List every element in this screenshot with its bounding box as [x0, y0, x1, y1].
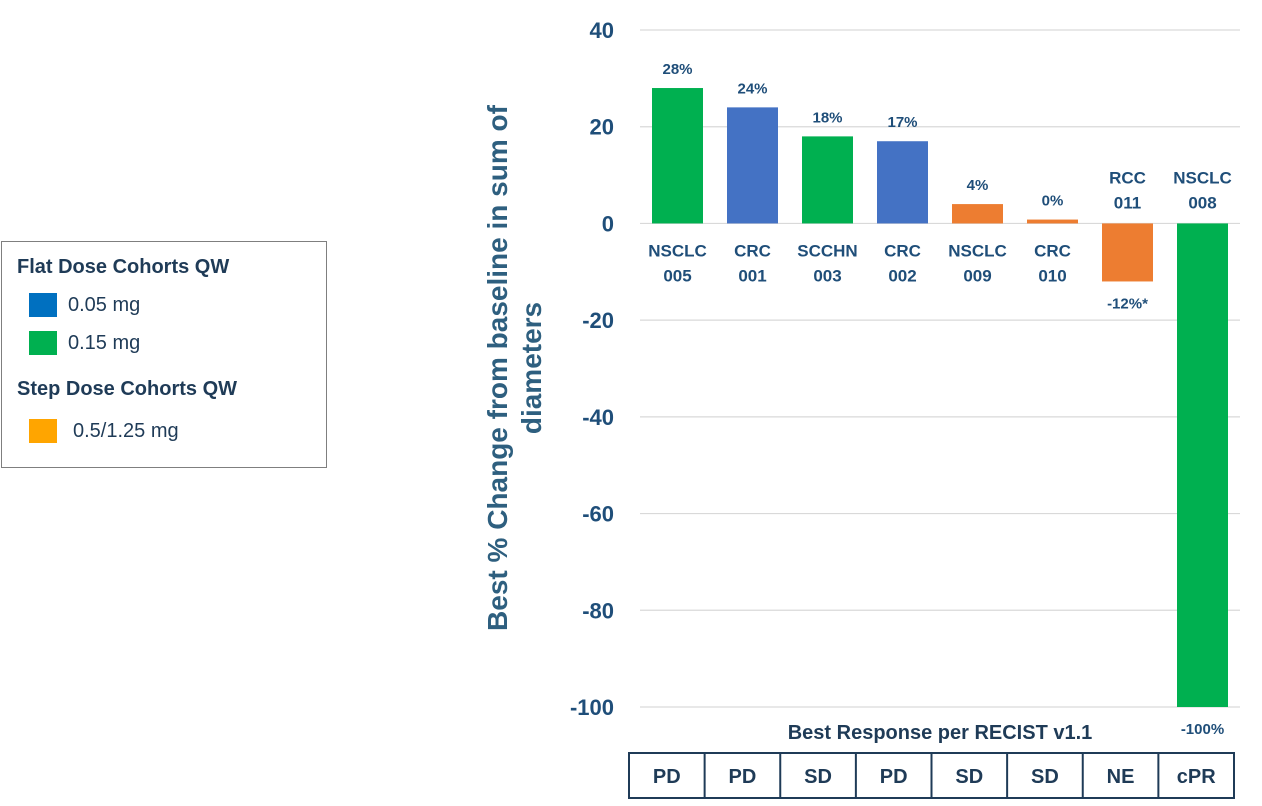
- response-cell: cPR: [1177, 766, 1216, 788]
- legend-swatch-015: [29, 331, 57, 355]
- response-cell: SD: [804, 766, 832, 788]
- bar: [952, 204, 1003, 224]
- data-label: 28%: [662, 61, 692, 78]
- legend: Flat Dose Cohorts QW 0.05 mg 0.15 mg Ste…: [1, 241, 327, 468]
- category-label: CRC: [1034, 241, 1071, 260]
- legend-swatch-005: [29, 293, 57, 317]
- y-tick-label: 20: [590, 115, 614, 140]
- y-tick-label: -100: [570, 695, 614, 720]
- data-label: 18%: [812, 109, 842, 126]
- y-axis-title: Best % Change from baseline in sum of di…: [482, 105, 547, 631]
- response-table: PD PD SD PD SD SD NE cPR: [628, 752, 1235, 799]
- y-tick-label: 0: [602, 211, 614, 236]
- category-label: 009: [963, 266, 991, 285]
- y-axis-ticks: 40 20 0 -20 -40 -60 -80 -100: [570, 18, 614, 720]
- value-labels: 28% 24% 18% 17% 4% 0% -12%* -100%: [662, 61, 1224, 738]
- category-label: 005: [663, 266, 691, 285]
- category-label: 011: [1114, 193, 1141, 212]
- response-cell: PD: [653, 766, 681, 788]
- bar: [802, 136, 853, 224]
- bar: [652, 88, 703, 224]
- data-label: 0%: [1042, 193, 1064, 210]
- data-label: 24%: [737, 80, 767, 97]
- legend-label-step: 0.5/1.25 mg: [73, 419, 179, 442]
- category-label: CRC: [884, 241, 921, 260]
- legend-swatch-step: [29, 419, 57, 443]
- category-label: NSCLC: [648, 241, 707, 260]
- x-axis-title: Best Response per RECIST v1.1: [788, 722, 1093, 744]
- bars: [652, 88, 1228, 707]
- y-tick-label: -80: [582, 598, 614, 623]
- legend-step-title: Step Dose Cohorts QW: [17, 378, 238, 400]
- bar: [727, 107, 778, 224]
- legend-item-005: 0.05 mg: [29, 292, 140, 318]
- category-label: RCC: [1109, 168, 1146, 187]
- data-label: 17%: [887, 114, 917, 131]
- category-label: NSCLC: [948, 241, 1007, 260]
- response-cell: PD: [729, 766, 757, 788]
- category-label: CRC: [734, 241, 771, 260]
- category-label: NSCLC: [1173, 168, 1232, 187]
- category-label: SCCHN: [797, 241, 857, 260]
- category-label: 002: [888, 266, 916, 285]
- bar: [1102, 223, 1153, 282]
- bar: [1027, 219, 1078, 224]
- data-label: -12%*: [1107, 295, 1148, 312]
- legend-label-015: 0.15 mg: [68, 331, 141, 354]
- category-labels: NSCLC 005 CRC 001 SCCHN 003 CRC 002 NSCLC 009 CRC 0…: [648, 168, 1232, 285]
- response-cell: NE: [1107, 766, 1135, 788]
- legend-flat-title: Flat Dose Cohorts QW: [17, 256, 230, 278]
- y-tick-label: -60: [582, 502, 614, 527]
- data-label: -100%: [1181, 721, 1224, 738]
- y-tick-label: 40: [590, 18, 614, 43]
- legend-item-step: 0.5/1.25 mg: [29, 418, 179, 444]
- response-cell: PD: [880, 766, 908, 788]
- bar: [1177, 223, 1228, 707]
- legend-label-005: 0.05 mg: [68, 293, 141, 316]
- legend-item-015: 0.15 mg: [29, 330, 140, 356]
- category-label: 003: [813, 266, 841, 285]
- y-tick-label: -40: [582, 405, 614, 430]
- bar: [877, 141, 928, 224]
- category-label: 001: [738, 266, 766, 285]
- data-label: 4%: [967, 177, 989, 194]
- category-label: 008: [1188, 193, 1216, 212]
- response-cell: SD: [955, 766, 983, 788]
- category-label: 010: [1038, 266, 1066, 285]
- y-tick-label: -20: [582, 308, 614, 333]
- response-cell: SD: [1031, 766, 1059, 788]
